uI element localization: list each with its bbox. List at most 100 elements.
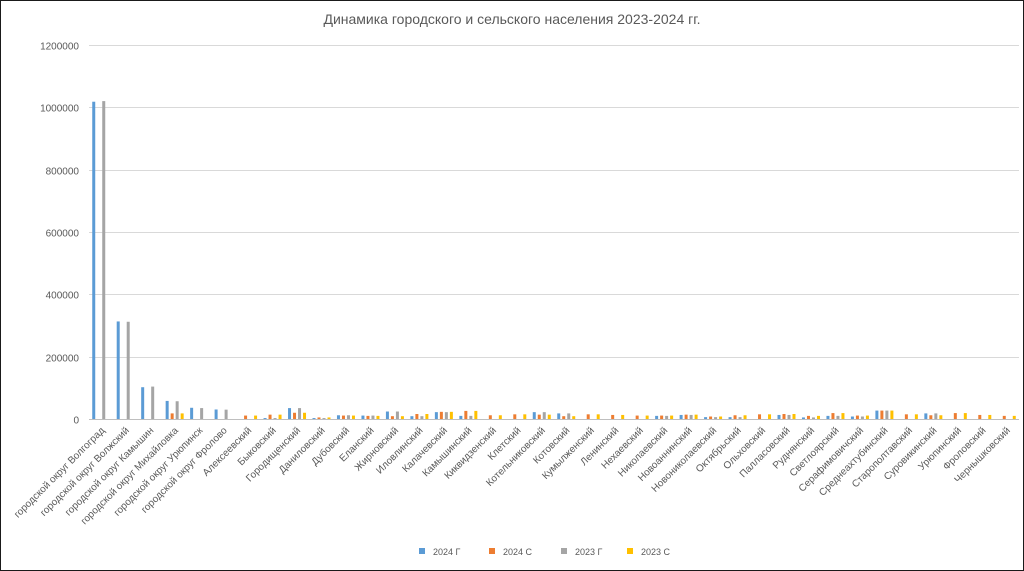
gridlines (89, 45, 1019, 420)
bar (190, 407, 194, 419)
bar (180, 413, 184, 419)
bar (351, 415, 355, 419)
y-tick-label: 800000 (46, 167, 80, 178)
bar (787, 414, 791, 419)
bar (777, 414, 781, 419)
bar (1012, 415, 1016, 419)
bar (488, 415, 492, 419)
bar (425, 414, 429, 419)
legend-label: 2023 Г (575, 547, 603, 557)
bar (939, 415, 943, 419)
y-tick-label: 1000000 (40, 104, 79, 115)
bar (346, 415, 350, 419)
bar (738, 417, 742, 419)
bar (567, 413, 571, 419)
bar (523, 414, 527, 419)
bar (434, 412, 438, 419)
bar (1002, 415, 1006, 419)
bar (670, 415, 674, 419)
bar (850, 416, 854, 419)
bar (317, 417, 321, 419)
bar (645, 415, 649, 419)
bar (415, 414, 419, 419)
bar (400, 416, 404, 419)
bar (116, 321, 120, 419)
legend-swatch (489, 548, 495, 554)
bar (141, 387, 145, 419)
bar (596, 414, 600, 419)
bar (719, 416, 723, 419)
bar (439, 411, 443, 419)
bar (474, 410, 478, 419)
bar (885, 410, 889, 419)
bar (929, 415, 933, 419)
bar (988, 414, 992, 419)
y-tick-label: 0 (73, 416, 79, 427)
bar (621, 414, 625, 419)
bar (92, 101, 96, 419)
bar (224, 409, 228, 419)
bar (170, 413, 174, 419)
bar (469, 415, 473, 419)
bar (273, 418, 277, 419)
bar (200, 408, 204, 419)
bar (449, 411, 453, 419)
bar (376, 415, 380, 419)
bar (385, 411, 389, 419)
bar (165, 400, 169, 419)
bar (562, 416, 566, 419)
bar (102, 101, 106, 419)
legend-label: 2024 С (503, 547, 533, 557)
bar (831, 413, 835, 419)
bar (611, 414, 615, 419)
bar (336, 415, 340, 419)
bar (978, 414, 982, 419)
bar (875, 410, 879, 419)
bar (904, 414, 908, 419)
bar (557, 413, 561, 419)
bar (728, 417, 732, 419)
bar (963, 413, 967, 419)
bar (855, 415, 859, 419)
bar (410, 416, 414, 419)
bar (175, 401, 179, 419)
bar (459, 415, 463, 419)
bar (268, 414, 272, 419)
y-tick-label: 1200000 (40, 42, 79, 53)
bar (758, 414, 762, 419)
bar (655, 415, 659, 419)
bar (312, 418, 316, 419)
bar (298, 408, 302, 419)
bar (689, 414, 693, 419)
bar (586, 414, 590, 419)
bar (792, 414, 796, 419)
bar (665, 415, 669, 419)
bar (537, 414, 541, 419)
bar (513, 414, 517, 419)
bar (288, 408, 292, 419)
bar (704, 417, 708, 419)
legend-label: 2023 С (641, 547, 671, 557)
bar (826, 415, 830, 419)
bar (126, 321, 130, 419)
bar (684, 414, 688, 419)
bar (865, 415, 869, 419)
bar (214, 409, 218, 419)
bar (390, 416, 394, 419)
bar (572, 416, 576, 419)
legend: 2024 Г 2024 С 2023 Г 2023 С (419, 547, 671, 557)
bar (327, 417, 331, 419)
bar (709, 416, 713, 419)
legend-label: 2024 Г (433, 547, 461, 557)
legend-swatch (419, 548, 425, 554)
bar (444, 412, 448, 419)
bar (880, 410, 884, 419)
bar (714, 417, 718, 419)
bar (322, 418, 326, 419)
bar (660, 415, 664, 419)
bar (254, 415, 258, 419)
bar (768, 414, 772, 419)
bar (371, 415, 375, 419)
